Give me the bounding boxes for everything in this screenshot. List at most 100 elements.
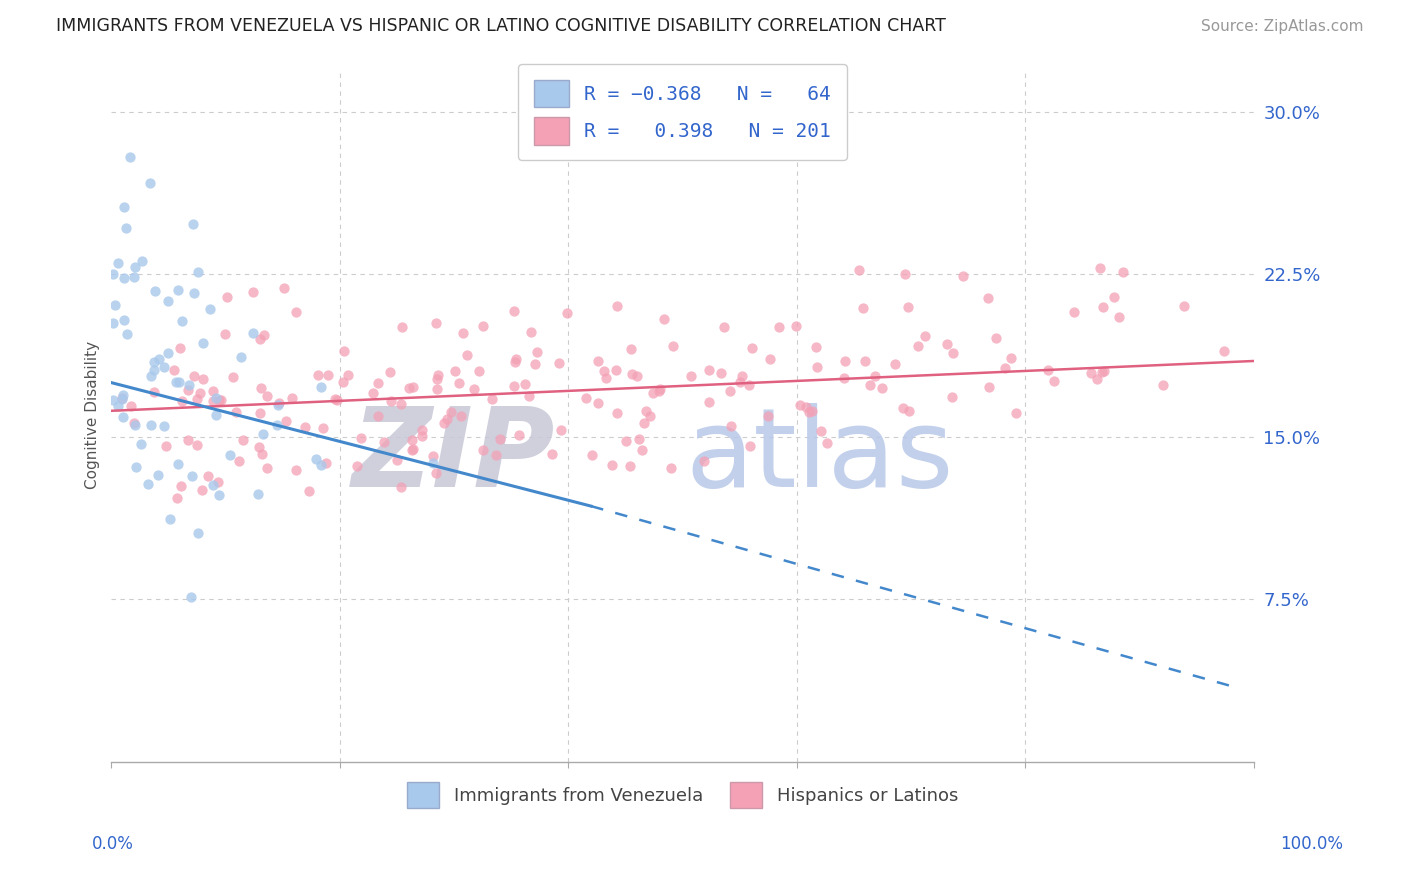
Point — [550, 423, 572, 437]
Point — [187, 526, 209, 541]
Point — [380, 365, 402, 379]
Point — [401, 433, 423, 447]
Point — [256, 389, 278, 403]
Point — [350, 431, 373, 445]
Point — [380, 394, 402, 409]
Point — [107, 400, 129, 414]
Point — [120, 150, 142, 164]
Point — [713, 319, 735, 334]
Point — [402, 380, 425, 394]
Point — [456, 348, 478, 362]
Point — [157, 294, 180, 309]
Point — [280, 392, 302, 406]
Point — [115, 327, 138, 342]
Point — [307, 368, 329, 383]
Point — [101, 392, 124, 407]
Point — [181, 469, 204, 483]
Point — [159, 511, 181, 525]
Point — [433, 416, 456, 430]
Point — [427, 368, 450, 382]
Point — [143, 284, 166, 298]
Point — [131, 253, 153, 268]
Point — [122, 417, 145, 431]
Point — [187, 265, 209, 279]
Point — [305, 451, 328, 466]
Point — [229, 350, 252, 364]
Point — [994, 360, 1017, 375]
Point — [785, 319, 807, 334]
Point — [1080, 366, 1102, 380]
Point — [122, 270, 145, 285]
Point — [208, 392, 231, 407]
Point — [800, 404, 823, 418]
Point — [619, 458, 641, 473]
Point — [163, 363, 186, 377]
Point — [114, 221, 136, 235]
Point — [276, 414, 298, 428]
Point — [789, 398, 811, 412]
Point — [112, 388, 135, 402]
Point — [225, 405, 247, 419]
Point — [332, 375, 354, 389]
Point — [436, 411, 458, 425]
Point — [548, 356, 571, 370]
Point — [242, 285, 264, 299]
Point — [720, 419, 742, 434]
Point — [207, 475, 229, 489]
Point — [517, 389, 540, 403]
Point — [402, 442, 425, 456]
Point — [555, 306, 578, 320]
Point — [1112, 265, 1135, 279]
Point — [472, 318, 495, 333]
Point — [214, 327, 236, 342]
Point — [139, 368, 162, 383]
Point — [488, 432, 510, 446]
Point — [741, 341, 763, 355]
Point — [325, 392, 347, 406]
Point — [139, 417, 162, 432]
Point — [1092, 301, 1115, 315]
Point — [914, 329, 936, 343]
Point — [799, 404, 821, 418]
Point — [575, 391, 598, 405]
Point — [641, 386, 664, 401]
Point — [177, 384, 200, 398]
Point — [250, 381, 273, 395]
Point — [373, 434, 395, 449]
Point — [848, 262, 870, 277]
Point — [853, 354, 876, 368]
Point — [256, 461, 278, 475]
Point — [526, 345, 548, 359]
Point — [1213, 343, 1236, 358]
Point — [605, 363, 627, 377]
Point — [425, 316, 447, 330]
Point — [222, 369, 245, 384]
Point — [153, 359, 176, 374]
Point — [167, 283, 190, 297]
Point — [592, 364, 614, 378]
Point — [207, 488, 229, 502]
Point — [252, 426, 274, 441]
Point — [367, 409, 389, 423]
Point — [977, 291, 1000, 305]
Point — [201, 394, 224, 409]
Point — [191, 372, 214, 386]
Point — [1091, 365, 1114, 379]
Point — [129, 437, 152, 451]
Text: ZIP: ZIP — [353, 403, 555, 510]
Point — [600, 458, 623, 472]
Point — [633, 416, 655, 430]
Point — [389, 480, 412, 494]
Point — [907, 338, 929, 352]
Point — [883, 358, 905, 372]
Point — [468, 364, 491, 378]
Point — [167, 458, 190, 472]
Text: atlas: atlas — [685, 403, 953, 510]
Point — [188, 386, 211, 401]
Point — [148, 352, 170, 367]
Point — [104, 298, 127, 312]
Point — [253, 327, 276, 342]
Point — [186, 438, 208, 452]
Point — [652, 311, 675, 326]
Point — [450, 409, 472, 423]
